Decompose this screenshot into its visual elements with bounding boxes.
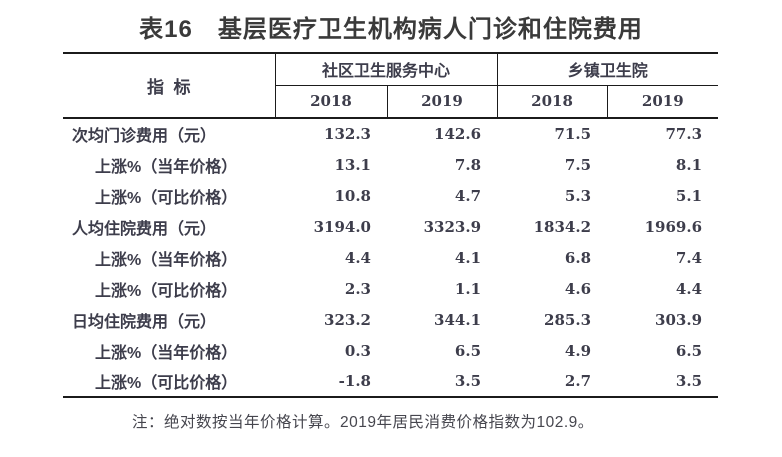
cell-value: 71.5 [554, 125, 592, 143]
cell-value: 4.9 [564, 341, 592, 360]
cell-value: 323.2 [324, 310, 371, 329]
cell-value: 142.6 [434, 125, 482, 143]
group-header-community-center: 社区卫生服务中心 [275, 52, 498, 86]
cell-value: 3323.9 [423, 217, 482, 236]
table-body: 次均门诊费用（元） 132.3 142.6 71.5 77.3 上涨%（当年价格… [63, 118, 719, 398]
cell-value: 2.7 [497, 366, 608, 398]
row-label: 次均门诊费用（元） [72, 128, 217, 145]
row-label: 人均住院费用（元） [72, 220, 217, 238]
year-header-township-2019: 2019 [607, 85, 719, 119]
cell-value: 1969.6 [644, 217, 703, 236]
cell-value: 303.9 [655, 310, 703, 329]
cell-value: 8.1 [675, 155, 703, 174]
table-row: 上涨%（可比价格） -1.8 3.5 2.7 3.5 [63, 366, 719, 398]
table-header: 指 标 社区卫生服务中心 乡镇卫生院 2018 2019 2018 2019 [63, 52, 719, 119]
cell-value: 7.4 [675, 248, 703, 267]
cell-value: 344.1 [434, 310, 482, 329]
cell-value: 4.4 [344, 248, 371, 267]
cell-value: 10.8 [334, 186, 371, 205]
cell-value: 3.5 [607, 366, 719, 398]
row-label: 日均住院费用（元） [72, 313, 217, 331]
table-row: 上涨%（当年价格） 4.4 4.1 6.8 7.4 [63, 242, 718, 273]
table-note: 注：绝对数按当年价格计算。2019年居民消费价格指数为102.9。 [132, 414, 594, 431]
cell-value: 6.5 [454, 341, 482, 360]
cell-value: 5.3 [564, 186, 592, 205]
cell-value: 7.8 [454, 155, 482, 174]
year-header-community-2018: 2018 [275, 85, 388, 119]
group-header-row: 指 标 社区卫生服务中心 乡镇卫生院 [63, 52, 719, 119]
year-header-township-2018: 2018 [497, 85, 608, 119]
table-row: 次均门诊费用（元） 132.3 142.6 71.5 77.3 [63, 118, 718, 149]
indicator-header-cell: 指 标 [63, 52, 276, 119]
cell-value: 4.7 [454, 186, 482, 205]
cell-value: 132.3 [324, 125, 371, 143]
cell-value: 0.3 [344, 341, 371, 360]
table-row: 日均住院费用（元） 323.2 344.1 285.3 303.9 [63, 304, 718, 335]
cell-value: 285.3 [544, 310, 592, 329]
table-row: 上涨%（可比价格） 10.8 4.7 5.3 5.1 [63, 180, 718, 211]
table-row: 上涨%（当年价格） 0.3 6.5 4.9 6.5 [63, 335, 718, 366]
row-label: 上涨%（当年价格） [95, 158, 238, 176]
cell-value: 1.1 [454, 279, 482, 298]
row-label: 上涨%（当年价格） [95, 344, 238, 362]
table-row: 上涨%（可比价格） 2.3 1.1 4.6 4.4 [63, 273, 718, 304]
page-title: 表16 基层医疗卫生机构病人门诊和住院费用 [139, 16, 643, 43]
row-label: 上涨%（可比价格） [95, 189, 238, 207]
cell-value: 2.3 [344, 279, 371, 298]
cell-value: 6.5 [675, 341, 703, 360]
cell-value: 7.5 [564, 155, 592, 174]
cell-value: 3.5 [387, 366, 498, 398]
cell-value: 3194.0 [313, 217, 371, 236]
row-label: 上涨%（当年价格） [95, 251, 238, 269]
cell-value: 1834.2 [533, 217, 592, 236]
year-header-community-2019: 2019 [387, 85, 498, 119]
year-header-row: 2018 2019 2018 2019 [63, 85, 719, 119]
row-label: 上涨%（可比价格） [95, 282, 238, 300]
cell-value: 77.3 [665, 125, 703, 143]
cell-value: 6.8 [564, 248, 592, 267]
cell-value: 13.1 [334, 155, 371, 174]
table-row: 上涨%（当年价格） 13.1 7.8 7.5 8.1 [63, 149, 718, 180]
cell-value: 5.1 [675, 186, 703, 205]
cell-value: 4.4 [675, 279, 703, 298]
table-row: 人均住院费用（元） 3194.0 3323.9 1834.2 1969.6 [63, 211, 718, 242]
costs-table: 指 标 社区卫生服务中心 乡镇卫生院 2018 2019 2018 2019 次… [63, 52, 719, 398]
group-header-township-hospital: 乡镇卫生院 [497, 52, 719, 86]
cell-value: -1.8 [275, 366, 387, 398]
cell-value: 4.6 [564, 279, 592, 298]
cell-value: 4.1 [454, 248, 482, 267]
row-label: 上涨%（可比价格） [63, 366, 275, 398]
